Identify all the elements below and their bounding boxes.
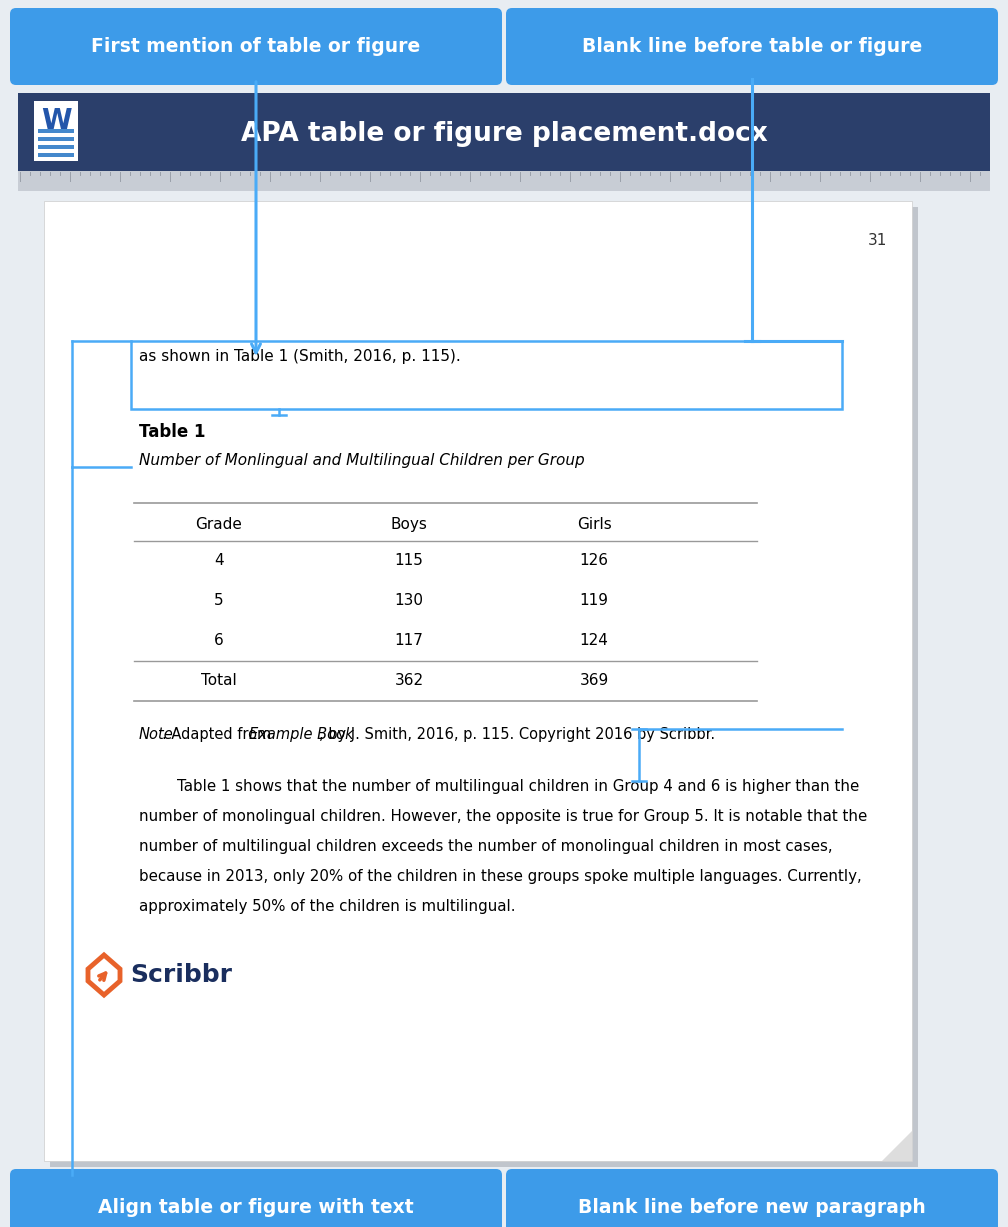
Text: . Adapted from: . Adapted from: [162, 728, 276, 742]
Bar: [38, 129, 74, 133]
Text: 124: 124: [580, 633, 609, 648]
Bar: [131, 341, 842, 409]
Text: Scribbr: Scribbr: [130, 963, 232, 987]
FancyBboxPatch shape: [10, 1169, 502, 1227]
Text: 31: 31: [868, 233, 887, 248]
Bar: [38, 137, 74, 141]
Text: number of multilingual children exceeds the number of monolingual children in mo: number of multilingual children exceeds …: [139, 839, 833, 854]
Text: Align table or figure with text: Align table or figure with text: [98, 1198, 414, 1217]
Text: Blank line before table or figure: Blank line before table or figure: [582, 37, 922, 56]
FancyBboxPatch shape: [506, 9, 998, 85]
Text: Number of Monlingual and Multilingual Children per Group: Number of Monlingual and Multilingual Ch…: [139, 453, 585, 467]
Text: 117: 117: [394, 633, 423, 648]
Text: Table 1 shows that the number of multilingual children in Group 4 and 6 is highe: Table 1 shows that the number of multili…: [139, 779, 859, 794]
Text: First mention of table or figure: First mention of table or figure: [92, 37, 420, 56]
Text: APA table or figure placement.docx: APA table or figure placement.docx: [241, 121, 767, 147]
Bar: [38, 145, 74, 148]
Bar: [50, 207, 918, 1167]
Text: Blank line before new paragraph: Blank line before new paragraph: [579, 1198, 926, 1217]
Text: 130: 130: [394, 593, 423, 609]
Bar: [38, 153, 74, 157]
Text: 4: 4: [214, 553, 224, 568]
Text: number of monolingual children. However, the opposite is true for Group 5. It is: number of monolingual children. However,…: [139, 809, 867, 825]
Text: Note: Note: [139, 728, 173, 742]
Text: because in 2013, only 20% of the children in these groups spoke multiple languag: because in 2013, only 20% of the childre…: [139, 869, 862, 883]
Text: 115: 115: [394, 553, 423, 568]
Bar: [34, 101, 78, 161]
Text: approximately 50% of the children is multilingual.: approximately 50% of the children is mul…: [139, 899, 515, 914]
Text: Boys: Boys: [390, 517, 427, 533]
Text: 369: 369: [580, 672, 609, 688]
Text: , by J. Smith, 2016, p. 115. Copyright 2016 by Scribbr.: , by J. Smith, 2016, p. 115. Copyright 2…: [319, 728, 715, 742]
Bar: [18, 171, 990, 191]
Bar: [44, 201, 912, 1161]
Text: W: W: [40, 107, 72, 135]
Text: 5: 5: [214, 593, 224, 609]
Text: 119: 119: [580, 593, 609, 609]
Text: 6: 6: [214, 633, 224, 648]
Text: Example Book: Example Book: [249, 728, 354, 742]
FancyBboxPatch shape: [10, 9, 502, 85]
Text: Total: Total: [202, 672, 237, 688]
Bar: [18, 93, 990, 171]
Text: Grade: Grade: [196, 517, 243, 533]
Text: 362: 362: [394, 672, 423, 688]
FancyBboxPatch shape: [506, 1169, 998, 1227]
Text: 126: 126: [580, 553, 609, 568]
Text: Table 1: Table 1: [139, 423, 206, 440]
Text: Girls: Girls: [577, 517, 612, 533]
Polygon shape: [882, 1131, 912, 1161]
Text: as shown in Table 1 (Smith, 2016, p. 115).: as shown in Table 1 (Smith, 2016, p. 115…: [139, 348, 461, 364]
